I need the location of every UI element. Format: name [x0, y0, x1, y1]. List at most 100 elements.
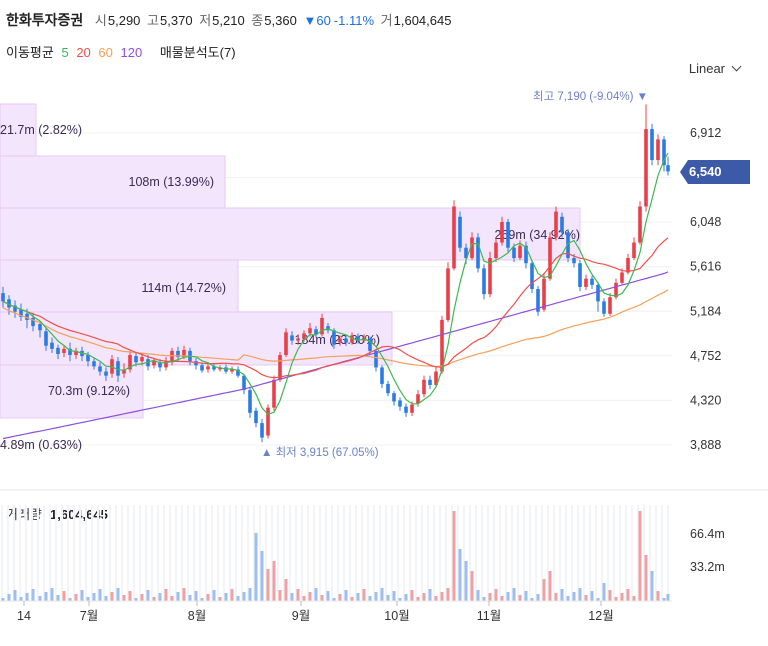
volume-bar — [314, 588, 318, 601]
ma60-label: 60 — [98, 45, 113, 60]
candle-body — [152, 361, 156, 366]
volume-bar — [320, 595, 324, 601]
candle-body — [500, 221, 504, 243]
volume-bar — [278, 590, 282, 601]
volume-bar — [666, 594, 670, 601]
volume-profile-label[interactable]: 매물분석도(7) — [159, 45, 236, 60]
candle-body — [236, 369, 240, 376]
price-tick-label: 3,888 — [690, 438, 721, 452]
candle-body — [560, 216, 564, 233]
candle-body — [1, 293, 5, 302]
candle-body — [380, 367, 384, 384]
volume-bar — [7, 594, 11, 601]
candle-body — [440, 319, 444, 372]
volume-bar — [554, 593, 558, 601]
ma120-label: 120 — [120, 45, 143, 60]
candle-body — [374, 350, 378, 368]
volume-bar — [584, 595, 588, 601]
volume-bar — [506, 592, 510, 601]
candle-body — [62, 348, 66, 353]
candle-body — [134, 356, 138, 363]
candle-body — [272, 379, 276, 408]
volume-bar — [614, 597, 618, 601]
candle-body — [404, 406, 408, 413]
volume-bar — [452, 511, 456, 601]
volume-bar — [512, 588, 516, 601]
candle-body — [602, 301, 606, 314]
x-tick-label: 9월 — [292, 609, 310, 623]
volume-bar — [290, 593, 294, 601]
volume-bar — [56, 595, 60, 601]
candle-body — [446, 268, 450, 320]
ma-label[interactable]: 이동평균 — [6, 45, 54, 60]
candle-body — [254, 410, 258, 424]
volume-bar — [494, 589, 498, 601]
volume-bar — [482, 597, 486, 601]
candle-body — [332, 330, 336, 345]
volume-bar — [530, 598, 534, 601]
candle-body — [666, 165, 670, 172]
volume-bar — [434, 596, 438, 601]
volume-bar — [74, 594, 78, 601]
volume-bar — [350, 597, 354, 601]
candle-body — [218, 367, 222, 370]
volume-bar — [416, 597, 420, 601]
volume-bar — [50, 588, 54, 601]
volume-profile-bar — [0, 155, 226, 209]
candle-body — [572, 258, 576, 264]
candle-body — [242, 375, 246, 391]
high-label: 고 — [147, 13, 160, 28]
volume-bar — [656, 591, 660, 601]
ma20-line — [2, 237, 669, 379]
candle-body — [542, 278, 546, 310]
candle-body — [146, 359, 150, 367]
candle-body — [25, 313, 29, 320]
volume-bar — [248, 588, 252, 601]
volume-bar — [152, 597, 156, 601]
price-change: ▼60 — [303, 13, 331, 28]
close-price: 5,360 — [264, 13, 297, 28]
volume-bar — [31, 589, 35, 601]
candle-body — [590, 278, 594, 285]
volume-bar — [62, 591, 66, 601]
candle-body — [344, 338, 348, 343]
volume-value: 1,604,645 — [393, 13, 452, 28]
volume-bar — [386, 595, 390, 601]
volume-bar — [302, 596, 306, 601]
volume-bar — [19, 597, 23, 601]
volume-bar — [308, 592, 312, 601]
candle-body — [74, 350, 78, 356]
volume-panel-value: 1,604,645 — [50, 507, 108, 522]
candle-body — [7, 299, 11, 308]
candle-body — [278, 355, 282, 380]
candle-body — [638, 206, 642, 243]
volume-bar — [638, 511, 642, 601]
volume-bar — [632, 596, 636, 601]
volume-bar — [428, 589, 432, 601]
candle-body — [176, 350, 180, 358]
volume-bar — [578, 588, 582, 601]
candle-body — [320, 317, 324, 335]
x-tick-label: 12월 — [588, 609, 613, 623]
candle-body — [13, 305, 17, 312]
volume-bar — [404, 594, 408, 601]
candle-body — [398, 400, 402, 407]
volume-label: 거 — [380, 13, 393, 28]
close-label: 종 — [251, 13, 264, 28]
volume-bar — [158, 593, 162, 601]
volume-bar — [44, 592, 48, 601]
candle-body — [566, 232, 570, 259]
candle-body — [31, 317, 35, 327]
candle-body — [92, 361, 96, 367]
x-tick-label: 11월 — [477, 609, 501, 623]
candle-body — [530, 263, 534, 289]
volume-bar — [284, 579, 288, 601]
price-tick-label: 6,048 — [690, 215, 721, 229]
candle-body — [626, 258, 630, 273]
volume-bar — [212, 590, 216, 601]
scale-selector[interactable]: Linear — [689, 61, 742, 76]
volume-profile-label: 269m (34.92%) — [495, 228, 580, 242]
candle-body — [266, 407, 270, 436]
volume-profile-label: 70.3m (9.12%) — [48, 384, 130, 398]
